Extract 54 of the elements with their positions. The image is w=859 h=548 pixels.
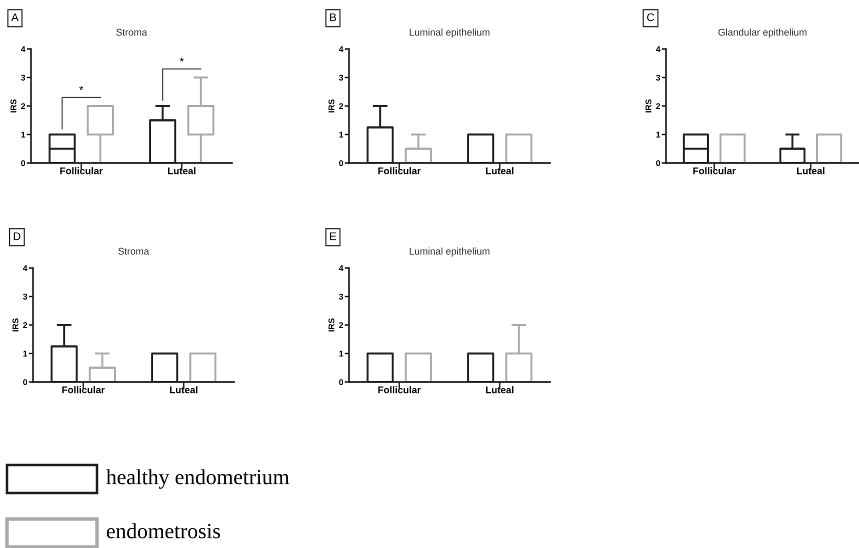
y-tick-label: 4 bbox=[22, 265, 28, 272]
x-tick-label: Follicular bbox=[62, 386, 105, 394]
y-tick-label: 1 bbox=[23, 350, 28, 357]
y-tick-label: 3 bbox=[23, 294, 28, 300]
chart-title: Luminal epithelium bbox=[410, 28, 490, 38]
y-tick-label: 3 bbox=[21, 74, 26, 81]
y-tick-label: 4 bbox=[338, 46, 344, 52]
x-tick-label: Luteal bbox=[486, 386, 514, 394]
text: E bbox=[330, 232, 336, 240]
y-axis-title: IRS bbox=[10, 99, 16, 112]
y-tick-label: 1 bbox=[339, 350, 344, 357]
y-axis-title: IRS bbox=[328, 318, 334, 332]
chart-title: Luminal epithelium bbox=[410, 248, 490, 257]
chart-title: Glandular epithelium bbox=[718, 28, 806, 38]
x-tick-label: Luteal bbox=[168, 167, 196, 174]
legend-label: healthy endometrium bbox=[106, 469, 290, 489]
y-tick-label: 4 bbox=[338, 265, 344, 272]
chart-title: Stroma bbox=[118, 248, 150, 255]
x-tick-label: Luteal bbox=[486, 167, 514, 174]
text: B bbox=[330, 13, 336, 22]
text: A bbox=[11, 13, 19, 22]
legend-label: endometrosis bbox=[106, 523, 220, 538]
x-tick-label: Follicular bbox=[60, 167, 103, 174]
y-tick-label: 2 bbox=[656, 103, 660, 110]
y-axis-title: IRS bbox=[328, 99, 334, 112]
y-tick-label: 2 bbox=[339, 103, 344, 110]
x-tick-label: Follicular bbox=[693, 167, 736, 174]
y-tick-label: 1 bbox=[21, 132, 26, 138]
x-tick-label: Luteal bbox=[170, 386, 198, 394]
y-tick-label: 2 bbox=[339, 322, 344, 328]
y-tick-label: 4 bbox=[656, 46, 660, 52]
x-tick-label: Follicular bbox=[378, 167, 421, 174]
y-tick-label: 0 bbox=[21, 160, 26, 166]
x-tick-label: Follicular bbox=[378, 386, 421, 394]
y-tick-label: 4 bbox=[20, 46, 26, 52]
y-tick-label: 0 bbox=[339, 379, 344, 386]
chart-title: Stroma bbox=[116, 28, 148, 36]
y-tick-label: 1 bbox=[339, 132, 344, 138]
annotation: * bbox=[79, 86, 84, 90]
y-tick-label: 3 bbox=[339, 294, 344, 300]
y-tick-label: 0 bbox=[23, 379, 28, 386]
y-tick-label: 0 bbox=[656, 160, 660, 166]
y-axis-title: IRS bbox=[645, 99, 652, 112]
y-tick-label: 1 bbox=[656, 132, 660, 138]
x-tick-label: Luteal bbox=[797, 167, 824, 174]
y-tick-label: 0 bbox=[339, 160, 344, 166]
text: D bbox=[14, 232, 20, 240]
y-tick-label: 3 bbox=[656, 74, 660, 81]
y-axis-title: IRS bbox=[12, 318, 18, 332]
y-tick-label: 3 bbox=[339, 74, 344, 81]
annotation: * bbox=[180, 58, 184, 62]
y-tick-label: 2 bbox=[23, 322, 28, 328]
y-tick-label: 2 bbox=[21, 103, 26, 110]
text: C bbox=[647, 13, 654, 22]
